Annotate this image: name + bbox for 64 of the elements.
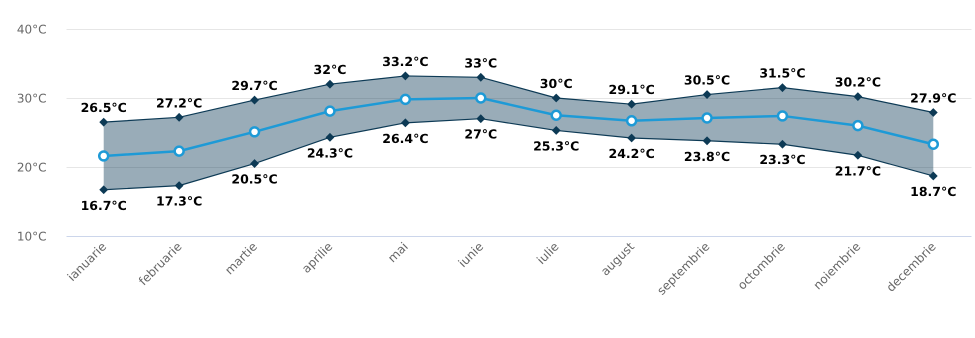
point [552, 94, 560, 102]
point [100, 186, 108, 194]
point [475, 92, 487, 104]
point [250, 159, 259, 168]
point [776, 110, 788, 122]
data-label: 30.5°C [684, 72, 730, 88]
data-label: 29.1°C [608, 82, 655, 98]
point [550, 110, 562, 121]
point [326, 133, 334, 142]
data-label: 33.2°C [382, 54, 429, 69]
point [702, 90, 712, 99]
y-tick-label: 10°C [16, 230, 46, 244]
point [400, 94, 412, 106]
data-label: 18.7°C [910, 184, 956, 199]
data-label: 23.3°C [759, 152, 806, 168]
point [929, 108, 938, 117]
point [248, 126, 260, 138]
data-label: 21.7°C [834, 163, 882, 178]
data-label: 31.5°C [759, 66, 806, 81]
point [701, 112, 713, 124]
point [929, 172, 938, 180]
point [326, 80, 334, 88]
data-label: 23.8°C [684, 148, 730, 164]
point [626, 115, 638, 126]
point [552, 126, 560, 135]
point [476, 114, 485, 123]
point [401, 72, 410, 80]
point [627, 100, 636, 108]
data-label: 24.3°C [306, 145, 354, 160]
data-label: 33°C [464, 55, 498, 70]
point [702, 136, 712, 145]
point [854, 92, 862, 101]
data-label: 27.2°C [156, 95, 202, 110]
data-label: 27°C [464, 126, 498, 142]
data-label: 25.3°C [533, 138, 580, 154]
point [100, 118, 108, 126]
point [928, 138, 940, 150]
point [173, 145, 185, 157]
data-label: 29.7°C [231, 78, 278, 94]
point [174, 181, 184, 190]
y-tick-label: 40°C [16, 22, 46, 36]
data-label: 30°C [540, 76, 573, 91]
point [401, 118, 410, 128]
point [778, 83, 787, 92]
data-label: 24.2°C [608, 146, 655, 162]
point [627, 134, 636, 142]
point [324, 105, 336, 117]
point [250, 96, 259, 104]
point [476, 73, 485, 82]
data-label: 17.3°C [156, 194, 202, 209]
data-label: 26.5°C [80, 100, 127, 116]
point [98, 150, 110, 162]
point [852, 120, 864, 132]
data-label: 16.7°C [80, 198, 127, 213]
point [174, 113, 184, 122]
data-label: 20.5°C [231, 172, 278, 187]
point [778, 140, 787, 148]
data-label: 27.9°C [910, 90, 956, 106]
point [854, 151, 862, 160]
data-label: 30.2°C [834, 74, 882, 90]
y-tick-label: 30°C [16, 92, 46, 106]
data-label: 26.4°C [382, 130, 429, 146]
y-tick-label: 20°C [16, 160, 46, 174]
data-label: 32°C [314, 62, 346, 78]
